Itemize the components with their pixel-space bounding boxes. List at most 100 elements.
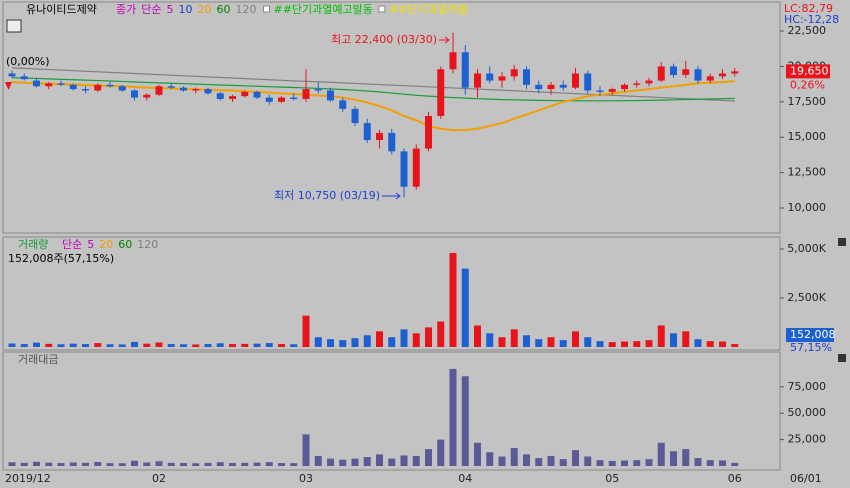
bar (474, 442, 481, 466)
date-label: 06/01 (790, 472, 822, 485)
candle-body (694, 69, 702, 81)
bar (621, 460, 628, 466)
bar (461, 268, 469, 347)
bar (498, 337, 506, 347)
bar (523, 454, 530, 466)
chart-title: 유나이티드제약 (26, 2, 97, 16)
bar (584, 337, 592, 347)
bar (449, 368, 457, 466)
last-volume-box (786, 328, 834, 342)
bar (351, 338, 359, 347)
x-tick-label: 05 (605, 472, 619, 485)
bar (657, 442, 665, 466)
bar (694, 458, 702, 466)
bar (731, 462, 739, 466)
candle-body (131, 90, 138, 98)
candle-body (559, 84, 567, 88)
bar (290, 344, 298, 347)
bar (547, 455, 555, 466)
candle-body (327, 90, 334, 101)
bar (216, 343, 224, 347)
moving-average (11, 80, 735, 132)
candle-body (608, 89, 616, 92)
start-label: (0,00%) (6, 55, 50, 68)
candle-body (118, 86, 126, 91)
bar (253, 462, 261, 466)
bar (719, 341, 726, 347)
bar (339, 340, 347, 347)
candle-body (180, 87, 187, 91)
bar (694, 339, 702, 347)
panel-title: 거래량 (18, 238, 48, 251)
panel-close[interactable] (838, 238, 846, 246)
candle-body (719, 73, 726, 77)
bar (327, 458, 334, 466)
bar (57, 463, 65, 466)
bar (363, 457, 371, 466)
moving-average (11, 67, 735, 102)
bar (523, 335, 530, 347)
bar (535, 458, 543, 466)
candle-body (82, 89, 89, 91)
candle-body (376, 132, 383, 141)
bar (363, 335, 371, 347)
panel-close[interactable] (838, 354, 846, 362)
candle-body (278, 97, 285, 102)
candle-body (8, 73, 16, 77)
candle-body (216, 93, 224, 99)
table-icon[interactable] (6, 19, 22, 33)
bar (278, 463, 285, 466)
bar (94, 461, 102, 466)
bar (621, 341, 628, 347)
bar (143, 462, 151, 466)
candle-body (474, 73, 481, 88)
bar (33, 342, 40, 347)
bar (229, 344, 236, 347)
bar (265, 462, 273, 466)
bar (670, 333, 677, 347)
bar (584, 456, 592, 466)
candle-body (143, 94, 151, 98)
moving-average (11, 77, 735, 102)
last-price: 19,650 (790, 64, 829, 77)
bar (290, 463, 298, 466)
bar (265, 343, 273, 347)
volume-change: 57,15% (790, 341, 832, 354)
bar (94, 343, 102, 347)
candle-body (596, 90, 604, 92)
bar (633, 460, 641, 466)
bar (608, 460, 616, 466)
bar (229, 463, 236, 466)
bar (302, 315, 310, 347)
flag-label: ##단기과열적출 (389, 3, 468, 16)
bar (608, 342, 616, 347)
bar (339, 459, 347, 466)
bar (327, 339, 334, 347)
x-tick-label: 2019/12 (5, 472, 51, 485)
low-label: 최저 10,750 (03/19) (274, 189, 380, 202)
bar (118, 463, 126, 466)
bar (559, 459, 567, 466)
bar (8, 343, 16, 347)
bar (376, 331, 383, 347)
candle-body (167, 86, 175, 88)
legend-item: 20 (198, 3, 212, 16)
bar (412, 455, 420, 466)
bar (45, 462, 53, 466)
panel-title: 거래대금 (18, 353, 58, 366)
candle-body (94, 84, 102, 91)
bar (682, 331, 690, 347)
bar (155, 461, 163, 466)
bar (572, 331, 579, 347)
bar (131, 341, 138, 347)
legend-item: 5 (167, 3, 174, 16)
candle-body (302, 89, 310, 99)
candle-body (670, 66, 677, 75)
legend-item: 60 (217, 3, 231, 16)
bar (547, 337, 555, 347)
candle-body (20, 76, 28, 80)
bar (706, 460, 714, 466)
bar (498, 456, 506, 466)
candle-body (241, 91, 249, 97)
